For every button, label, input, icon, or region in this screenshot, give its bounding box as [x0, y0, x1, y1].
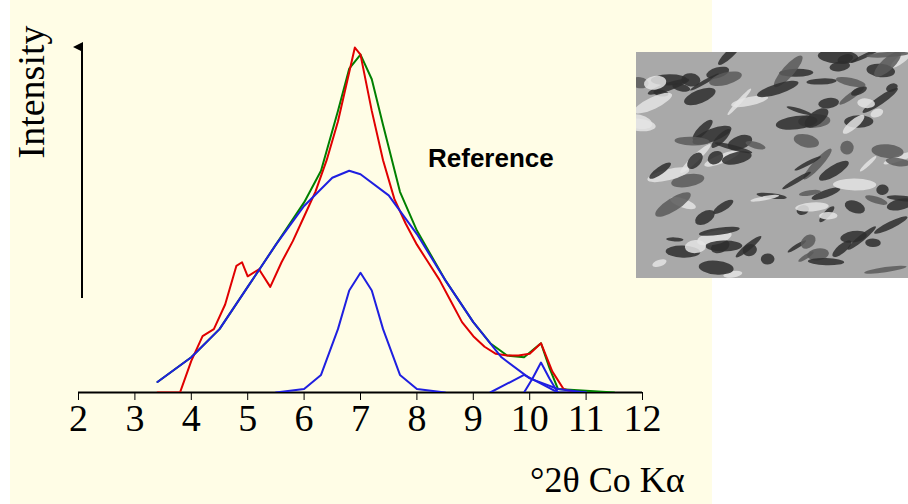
svg-text:4: 4 — [182, 397, 201, 439]
svg-text:7: 7 — [351, 397, 370, 439]
svg-text:10: 10 — [511, 397, 549, 439]
svg-text:12: 12 — [624, 397, 662, 439]
svg-text:°2θ Co Kα: °2θ Co Kα — [530, 460, 685, 500]
svg-text:Reference: Reference — [428, 143, 554, 173]
svg-text:5: 5 — [238, 397, 257, 439]
svg-text:8: 8 — [407, 397, 426, 439]
svg-text:Intensity: Intensity — [10, 26, 52, 159]
svg-text:3: 3 — [125, 397, 144, 439]
svg-text:6: 6 — [295, 397, 314, 439]
svg-text:2: 2 — [69, 397, 88, 439]
svg-text:11: 11 — [568, 397, 605, 439]
svg-text:9: 9 — [464, 397, 483, 439]
